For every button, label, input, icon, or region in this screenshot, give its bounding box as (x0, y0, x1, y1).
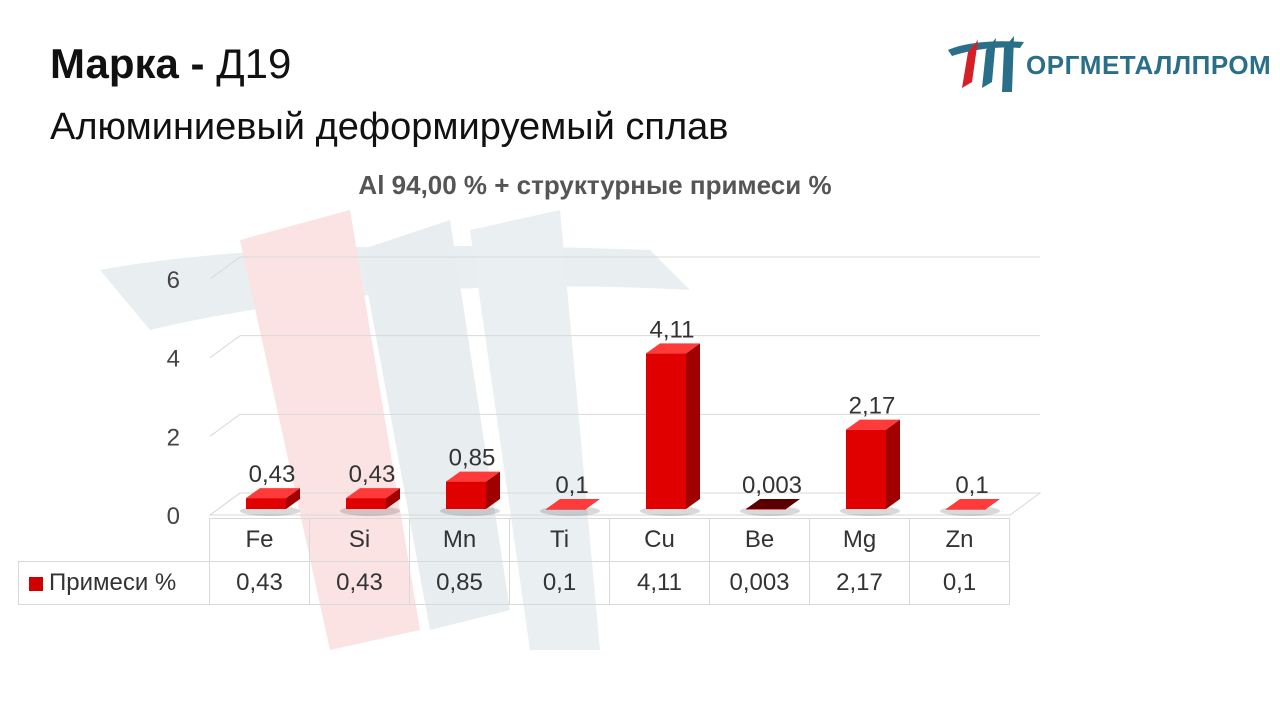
bar-side (686, 343, 700, 509)
grid-depth-line (209, 256, 241, 280)
bar (946, 509, 986, 510)
bar (846, 429, 886, 509)
table-value: 0,1 (509, 561, 610, 605)
grid-depth-line (209, 335, 241, 359)
bar (446, 481, 486, 509)
data-label: 0,1 (555, 472, 588, 499)
bar-top (846, 419, 900, 430)
data-label: 0,85 (449, 445, 496, 472)
table-value: 4,11 (609, 561, 710, 605)
logo-mark-icon (948, 36, 1024, 92)
table-category: Ti (509, 518, 610, 562)
bar (746, 509, 786, 510)
chart-data-table: Fe Si Mn Ti Cu Be Mg Zn Примеси % 0,43 0… (18, 518, 1010, 605)
legend-label: Примеси % (49, 569, 177, 596)
bar-side (886, 419, 900, 509)
bar-side (386, 488, 400, 509)
table-value: 0,003 (709, 561, 810, 605)
chart-title: Al 94,00 % + структурные примеси % (358, 170, 832, 200)
bar (546, 509, 586, 510)
y-tick-label: 2 (167, 424, 180, 451)
data-label: 0,1 (955, 472, 988, 499)
table-category: Mg (809, 518, 910, 562)
bar-top (246, 488, 300, 499)
bar-top (646, 343, 700, 354)
data-label: 0,43 (349, 461, 396, 488)
bar-top (746, 499, 800, 509)
legend-entry: Примеси % (18, 561, 210, 605)
table-value: 2,17 (809, 561, 910, 605)
table-header-row: Fe Si Mn Ti Cu Be Mg Zn (18, 518, 1010, 562)
table-category: Si (309, 518, 410, 562)
grid-depth-line (209, 413, 241, 437)
table-value: 0,43 (209, 561, 310, 605)
chart-floor (208, 492, 1042, 516)
bar (646, 353, 686, 509)
table-value: 0,43 (309, 561, 410, 605)
bar-top (346, 488, 400, 499)
table-corner (18, 518, 210, 562)
bar (346, 498, 386, 509)
bar-top (946, 499, 1000, 509)
data-label: 0,43 (249, 461, 296, 488)
bar-top (546, 499, 600, 509)
table-category: Be (709, 518, 810, 562)
page-subtitle: Алюминиевый деформируемый сплав (50, 106, 729, 148)
bar-side (286, 488, 300, 509)
data-label: 4,11 (650, 316, 695, 343)
company-logo: ОРГМЕТАЛЛПРОМ (946, 32, 1271, 96)
bar (246, 498, 286, 509)
table-value: 0,85 (409, 561, 510, 605)
data-label: 2,17 (849, 393, 896, 420)
table-category: Zn (909, 518, 1010, 562)
table-category: Fe (209, 518, 310, 562)
table-category: Mn (409, 518, 510, 562)
table-row: Примеси % 0,43 0,43 0,85 0,1 4,11 0,003 … (18, 561, 1010, 605)
title-grade: Д19 (216, 40, 292, 87)
bar-side (486, 471, 500, 509)
table-category: Cu (609, 518, 710, 562)
data-label: 0,003 (742, 472, 802, 499)
title-prefix: Марка - (50, 40, 205, 87)
table-value: 0,1 (909, 561, 1010, 605)
bar-top (446, 471, 500, 482)
y-tick-label: 4 (167, 346, 180, 373)
logo-text: ОРГМЕТАЛЛПРОМ (1026, 50, 1272, 80)
legend-swatch (29, 576, 43, 591)
y-tick-label: 6 (167, 267, 180, 294)
page-title: Марка - Д19 (50, 38, 291, 90)
